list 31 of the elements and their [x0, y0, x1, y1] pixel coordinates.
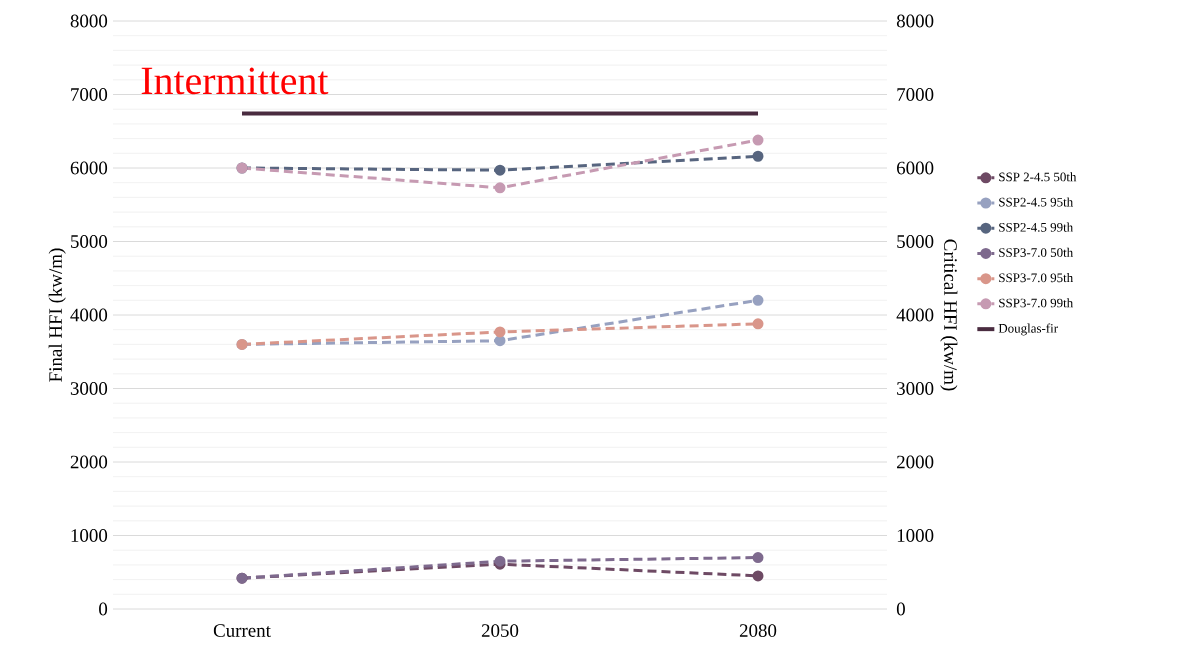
legend-label: SSP3-7.0 99th [999, 298, 1074, 308]
y-tick-label: 0 [99, 602, 108, 616]
y2-tick-label: 4000 [896, 308, 934, 322]
legend-label: SSP2-4.5 99th [999, 222, 1074, 232]
y2-tick-label: 3000 [897, 382, 934, 395]
y-tick-label: 3000 [70, 382, 108, 395]
legend-label: SSP 2-4.5 50th [999, 172, 1077, 182]
legend-label: SSP2-4.5 95th [999, 197, 1074, 207]
annotation: Intermittent [141, 67, 329, 95]
y-tick-label: 7000 [71, 88, 108, 101]
y-axis-title: Final HFI (kw/m) [48, 248, 66, 382]
x-tick-label: 2050 [481, 624, 519, 637]
y2-tick-label: 1000 [897, 529, 934, 542]
y-tick-label: 5000 [71, 235, 108, 248]
y-tick-label: 6000 [70, 161, 108, 175]
y2-tick-label: 0 [896, 602, 905, 616]
legend-label: SSP3-7.0 95th [999, 273, 1074, 283]
y-tick-label: 1000 [71, 529, 108, 542]
y2-tick-label: 8000 [896, 14, 934, 28]
y2-axis-title: Critical HFI (kw/m) [940, 239, 958, 391]
y-tick-label: 2000 [70, 455, 108, 469]
legend-label: Douglas-fir [998, 323, 1058, 336]
y2-tick-label: 7000 [897, 88, 934, 101]
y2-tick-label: 5000 [897, 235, 934, 248]
legend-label: SSP3-7.0 50th [999, 247, 1074, 257]
y-tick-label: 8000 [70, 14, 108, 28]
x-tick-label: 2080 [739, 624, 777, 637]
y2-tick-label: 2000 [897, 455, 934, 469]
x-tick-label: Current [213, 624, 271, 637]
y-tick-label: 4000 [70, 308, 108, 322]
y2-tick-label: 6000 [897, 161, 934, 175]
